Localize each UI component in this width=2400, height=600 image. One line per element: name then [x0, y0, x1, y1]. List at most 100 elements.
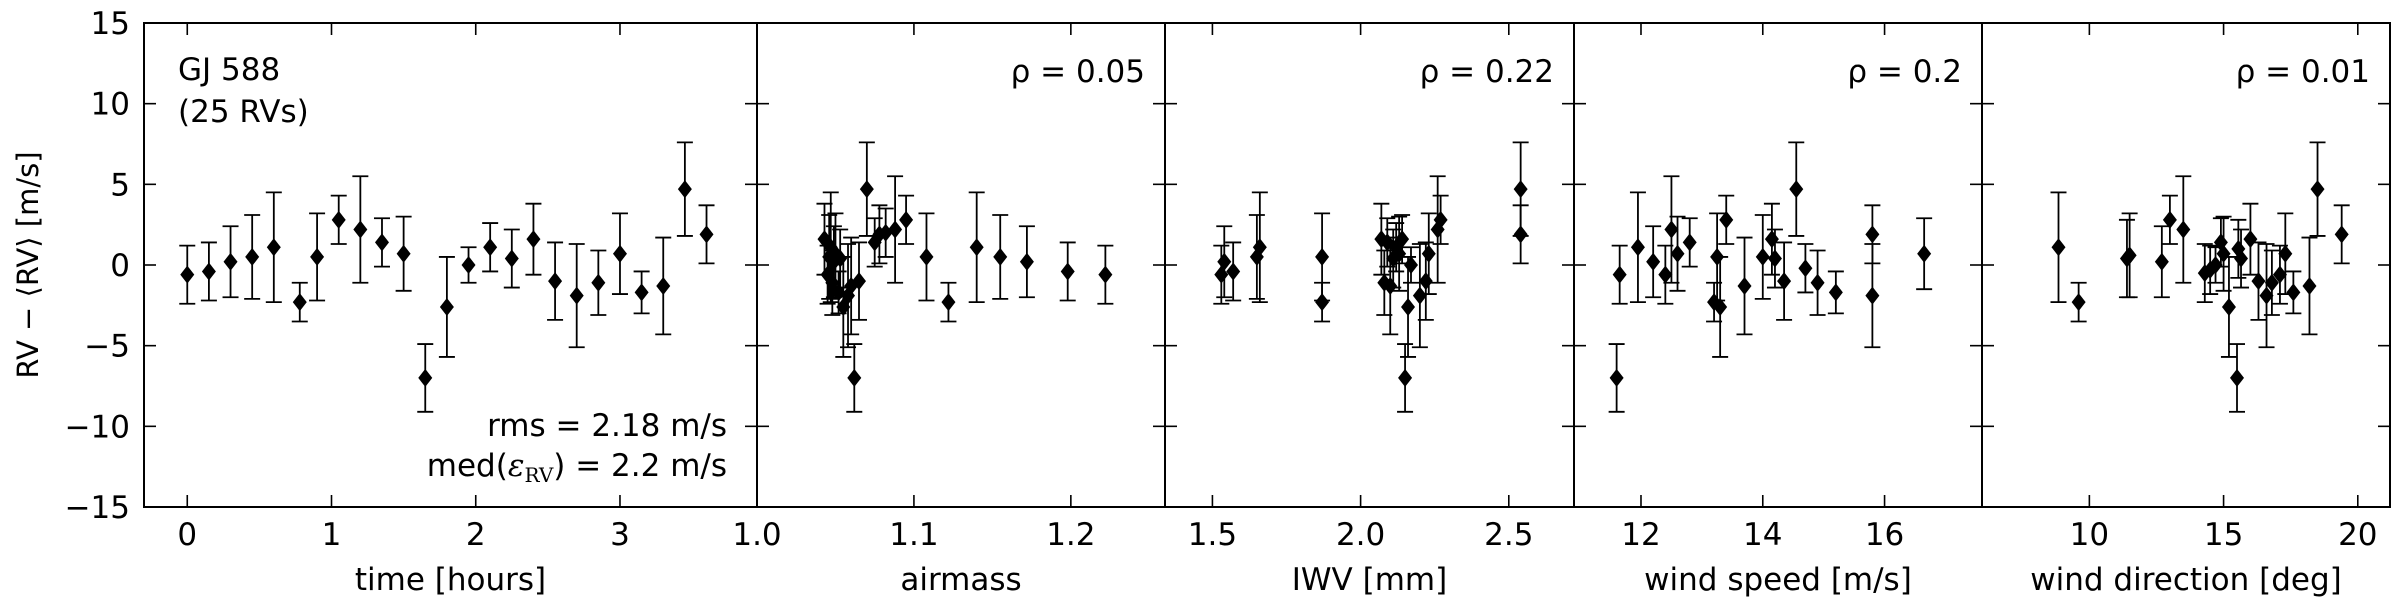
data-point: [2309, 141, 2326, 237]
x-tick-label: 16: [1865, 517, 1904, 553]
data-point: [825, 225, 842, 299]
diamond-marker: [1865, 286, 1880, 305]
x-tick-label: 1.5: [1188, 517, 1237, 553]
diamond-marker: [1252, 238, 1267, 257]
diamond-marker: [1789, 180, 1804, 199]
diamond-marker: [2154, 252, 2169, 271]
data-point: [417, 343, 434, 413]
data-point: [1645, 225, 1662, 299]
diamond-marker: [2272, 265, 2287, 284]
data-point: [2258, 243, 2275, 349]
data-point: [1213, 244, 1230, 305]
y-tick-label: −5: [84, 329, 130, 365]
data-point: [1411, 243, 1428, 349]
diamond-marker: [1713, 297, 1728, 316]
diamond-marker: [418, 368, 433, 387]
x-tick-label: 1.2: [1046, 517, 1095, 553]
data-point: [1736, 236, 1753, 336]
y-tick-label: 0: [110, 248, 130, 284]
diamond-marker: [941, 293, 956, 312]
data-point: [1766, 228, 1783, 289]
diamond-marker: [548, 272, 563, 291]
data-point: [2050, 191, 2067, 304]
data-point: [1397, 343, 1414, 413]
data-point: [866, 217, 883, 268]
data-point: [1248, 214, 1265, 300]
diamond-marker: [223, 252, 238, 271]
diamond-marker: [1060, 262, 1075, 281]
x-tick-label: 14: [1743, 517, 1782, 553]
diamond-marker: [1612, 265, 1627, 284]
diamond-marker: [266, 238, 281, 257]
data-point: [992, 214, 1009, 300]
data-point: [2175, 175, 2192, 284]
data-point: [438, 256, 455, 358]
star-name: GJ 588: [178, 52, 280, 88]
x-tick-label: 2.0: [1336, 517, 1385, 553]
data-point: [1432, 194, 1449, 245]
x-axis-label: time [hours]: [355, 562, 546, 598]
x-axis-label: wind speed [m/s]: [1644, 562, 1912, 598]
diamond-marker: [2162, 210, 2177, 229]
diamond-marker: [1513, 225, 1528, 244]
diamond-marker: [1217, 252, 1232, 271]
data-point: [179, 244, 196, 305]
diamond-marker: [2230, 368, 2244, 387]
diamond-marker: [1418, 272, 1433, 291]
data-point: [1402, 246, 1419, 284]
diamond-marker: [993, 247, 1008, 266]
data-point: [1776, 241, 1793, 321]
diamond-marker: [2208, 256, 2223, 274]
diamond-marker: [1226, 262, 1241, 281]
diamond-marker: [859, 180, 874, 199]
data-point: [2153, 225, 2170, 299]
diamond-marker: [1767, 249, 1782, 268]
data-point: [1916, 217, 1933, 291]
y-tick-label: −10: [65, 409, 130, 445]
diamond-marker: [1513, 180, 1528, 199]
diamond-marker: [1658, 265, 1673, 284]
diamond-marker: [919, 247, 934, 266]
diamond-marker: [353, 220, 368, 239]
x-axis-label: airmass: [900, 562, 1021, 598]
data-point: [2215, 215, 2232, 292]
diamond-marker: [1609, 368, 1624, 387]
data-point: [2196, 243, 2213, 304]
data-point: [2242, 202, 2259, 276]
data-point: [460, 246, 477, 284]
data-point: [1225, 241, 1242, 302]
diamond-marker: [526, 230, 541, 249]
diamond-marker: [201, 262, 216, 281]
diamond-marker: [1865, 225, 1880, 244]
data-point: [1611, 244, 1628, 305]
x-tick-label: 10: [2070, 517, 2109, 553]
x-tick-label: 1: [322, 517, 342, 553]
diamond-marker: [245, 247, 260, 266]
diamond-marker: [2216, 244, 2231, 263]
data-point: [676, 141, 693, 237]
diamond-marker: [1646, 252, 1661, 271]
diamond-marker: [1828, 283, 1843, 302]
diamond-marker: [888, 220, 903, 239]
diamond-marker: [2310, 180, 2325, 199]
plot-frame: [1981, 22, 2391, 508]
diamond-marker: [180, 265, 195, 284]
data-point: [2277, 212, 2294, 295]
data-point: [655, 236, 672, 336]
diamond-marker: [374, 233, 389, 252]
data-point: [1629, 191, 1646, 304]
diamond-marker: [591, 273, 606, 292]
diamond-marker: [1670, 244, 1685, 263]
data-point: [1394, 214, 1411, 265]
data-point: [395, 215, 412, 292]
data-point: [887, 175, 904, 284]
diamond-marker: [2221, 297, 2236, 316]
diamond-marker: [1433, 210, 1448, 229]
diamond-marker: [461, 256, 476, 274]
diamond-marker: [2278, 244, 2293, 263]
data-point: [2301, 236, 2318, 336]
data-point: [1314, 212, 1331, 302]
diamond-marker: [899, 210, 914, 229]
data-point: [1864, 243, 1881, 349]
